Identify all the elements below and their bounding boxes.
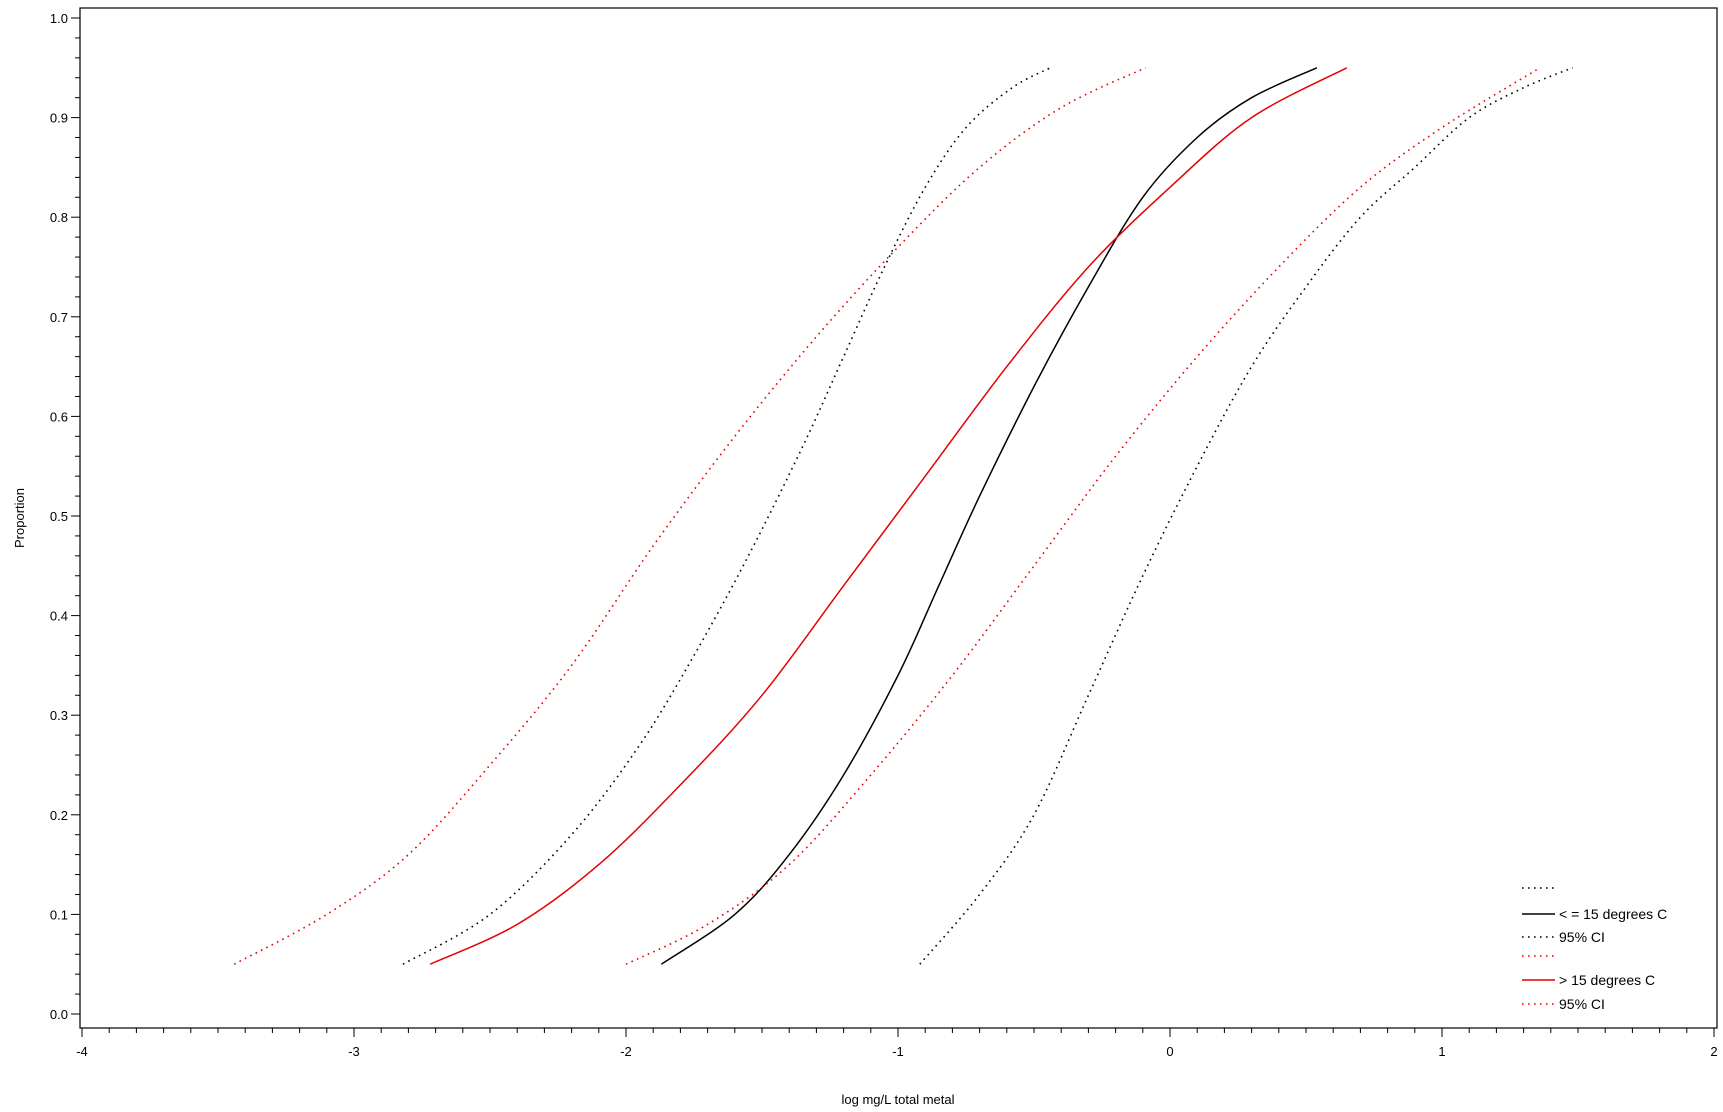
x-axis-title: log mg/L total metal	[842, 1092, 955, 1107]
y-tick-label: 0.5	[50, 509, 68, 524]
x-tick-label: -3	[348, 1044, 360, 1059]
y-tick-label: 0.6	[50, 409, 68, 424]
x-axis: -4 -3 -2 -1 0 1 2	[76, 1028, 1718, 1059]
series-line-black-upper-ci-line	[919, 67, 1573, 965]
series-line-red-upper-ci-line	[625, 67, 1541, 965]
x-tick-label: -1	[892, 1044, 904, 1059]
y-tick-label: 0.7	[50, 310, 68, 325]
y-tick-label: 0.8	[50, 210, 68, 225]
series-line-black-lower-ci-line	[402, 67, 1051, 965]
y-tick-label: 0.1	[50, 907, 68, 922]
x-tick-label: 0	[1166, 1044, 1173, 1059]
x-tick-label: 1	[1438, 1044, 1445, 1059]
x-tick-label: -2	[620, 1044, 632, 1059]
y-tick-label: 0.0	[50, 1007, 68, 1022]
series-line-black-fit-line	[660, 67, 1318, 965]
y-tick-label: 0.9	[50, 111, 68, 126]
legend-label-red-upper-ci-line: 95% CI	[1559, 996, 1605, 1012]
y-axis-title: Proportion	[12, 488, 27, 548]
legend-label-black-fit-line: < = 15 degrees C	[1559, 906, 1667, 922]
y-tick-label: 1.0	[50, 11, 68, 26]
y-tick-label: 0.3	[50, 708, 68, 723]
legend: < = 15 degrees C 95% CI > 15 degrees C 95% …	[1522, 887, 1667, 1012]
x-tick-label: -4	[76, 1044, 88, 1059]
legend-label-black-upper-ci-line: 95% CI	[1559, 929, 1605, 945]
series-layer	[233, 67, 1573, 965]
plot-frame	[79, 7, 1718, 1029]
y-tick-label: 0.4	[50, 609, 68, 624]
legend-label-red-fit-line: > 15 degrees C	[1559, 972, 1655, 988]
y-axis: 0.0 0.1 0.2 0.3 0.4 0.5 0.6 0.7 0.8 0.9 1.0	[50, 11, 80, 1022]
series-line-red-fit-line	[429, 67, 1348, 965]
y-tick-label: 0.2	[50, 808, 68, 823]
x-tick-label: 2	[1710, 1044, 1717, 1059]
series-line-red-lower-ci-line	[233, 67, 1146, 965]
